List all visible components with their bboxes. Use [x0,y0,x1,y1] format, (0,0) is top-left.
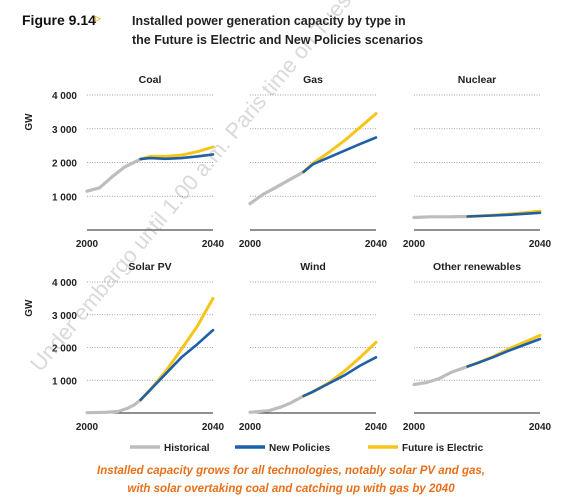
series-line-historical-coal [85,157,143,193]
series-line-new-policies-other-renewables [466,337,542,368]
y-tick-label: 4 000 [52,91,77,102]
series-line-historical-wind [248,394,306,414]
series-line-historical-gas [248,170,306,206]
y-axis-label: GW [24,113,35,131]
y-tick-label: 3 000 [52,311,77,322]
caption-line-1: Installed capacity grows for all technol… [97,465,485,477]
triangle-arrow-icon: ▹ [95,11,102,25]
figure-header: Figure 9.14 ▹ Installed power generation… [22,10,582,50]
x-tick-label: 2000 [239,239,262,250]
figure-number: Figure 9.14 [22,12,96,28]
series-line-future-electric-coal [139,145,215,161]
panel-title-other-renewables: Other renewables [433,261,521,273]
x-tick-label: 2000 [239,422,262,433]
y-tick-label: 1 000 [52,376,77,387]
series-line-historical-other-renewables [412,364,470,387]
figure-caption: Installed capacity grows for all technol… [0,462,582,498]
x-tick-label: 2000 [403,239,426,250]
series-line-future-electric-solar-pv [139,296,215,402]
caption-line-2: with solar overtaking coal and catching … [127,483,455,495]
series-line-historical-solar-pv [85,398,143,415]
series-line-new-policies-solar-pv [139,328,215,402]
figure-title: Installed power generation capacity by t… [132,12,572,50]
series-line-new-policies-coal [139,153,215,161]
legend-label: Historical [164,443,210,454]
legend-label: Future is Electric [402,443,484,454]
panel-title-gas: Gas [303,74,323,86]
series-line-new-policies-gas [302,136,378,174]
series-line-new-policies-nuclear [466,211,542,218]
x-tick-label: 2000 [76,239,99,250]
x-tick-label: 2000 [76,422,99,433]
figure-title-line-1: Installed power generation capacity by t… [132,14,406,28]
panel-title-wind: Wind [300,261,326,273]
figure-title-line-2: the Future is Electric and New Policies … [132,33,424,47]
y-tick-label: 2 000 [52,344,77,355]
series-line-new-policies-wind [302,355,378,398]
legend-label: New Policies [269,443,331,454]
x-tick-label: 2040 [365,239,388,250]
y-tick-label: 3 000 [52,125,77,136]
x-tick-label: 2040 [202,239,225,250]
x-tick-label: 2040 [529,239,552,250]
x-tick-label: 2040 [202,422,225,433]
series-line-future-electric-wind [302,340,378,398]
y-axis-label: GW [24,299,35,317]
series-line-historical-nuclear [412,214,470,220]
x-tick-label: 2040 [365,422,388,433]
panel-title-solar-pv: Solar PV [128,261,171,273]
y-tick-label: 2 000 [52,159,77,170]
y-tick-label: 4 000 [52,278,77,289]
y-tick-label: 1 000 [52,192,77,203]
panel-title-coal: Coal [139,74,162,86]
x-tick-label: 2040 [529,422,552,433]
x-tick-label: 2000 [403,422,426,433]
panel-title-nuclear: Nuclear [458,74,497,86]
